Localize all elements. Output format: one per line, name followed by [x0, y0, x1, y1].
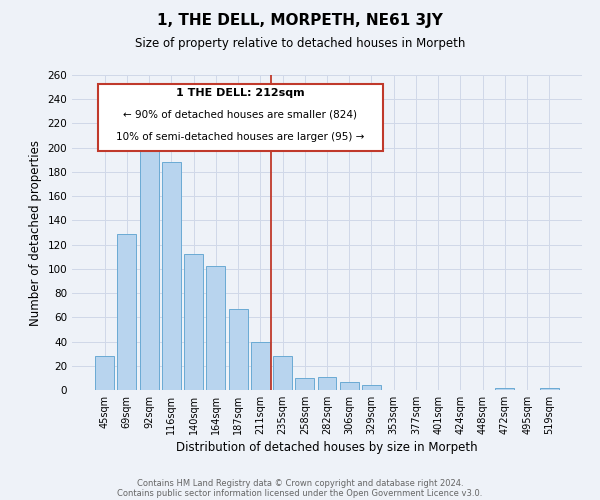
Text: 10% of semi-detached houses are larger (95) →: 10% of semi-detached houses are larger (… [116, 132, 364, 141]
Bar [229, 309, 248, 390]
Bar [540, 388, 559, 390]
Bar [118, 234, 136, 390]
Bar [162, 162, 181, 390]
Text: ← 90% of detached houses are smaller (824): ← 90% of detached houses are smaller (82… [124, 110, 358, 120]
Text: 1, THE DELL, MORPETH, NE61 3JY: 1, THE DELL, MORPETH, NE61 3JY [157, 12, 443, 28]
Text: Contains HM Land Registry data © Crown copyright and database right 2024.: Contains HM Land Registry data © Crown c… [137, 478, 463, 488]
Text: 1 THE DELL: 212sqm: 1 THE DELL: 212sqm [176, 88, 305, 98]
X-axis label: Distribution of detached houses by size in Morpeth: Distribution of detached houses by size … [176, 441, 478, 454]
Text: Contains public sector information licensed under the Open Government Licence v3: Contains public sector information licen… [118, 488, 482, 498]
Bar [317, 376, 337, 390]
Bar [362, 385, 381, 390]
Bar [496, 388, 514, 390]
FancyBboxPatch shape [97, 84, 383, 150]
Bar [95, 356, 114, 390]
Bar [251, 342, 270, 390]
Text: Size of property relative to detached houses in Morpeth: Size of property relative to detached ho… [135, 38, 465, 51]
Bar [140, 143, 158, 390]
Bar [295, 378, 314, 390]
Bar [273, 356, 292, 390]
Bar [206, 266, 225, 390]
Y-axis label: Number of detached properties: Number of detached properties [29, 140, 42, 326]
Bar [340, 382, 359, 390]
Bar [184, 254, 203, 390]
